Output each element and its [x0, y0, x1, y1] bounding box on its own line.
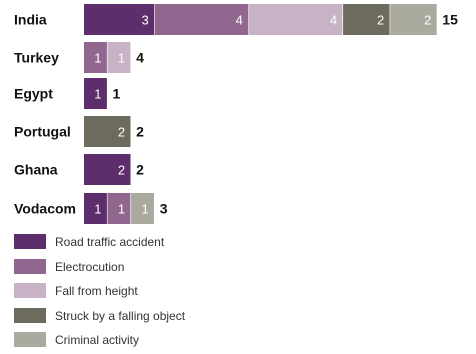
category-label-egypt: Egypt	[14, 86, 53, 102]
legend-swatch-struck-by-a-falling-object	[14, 308, 46, 323]
segment-value-label: 4	[236, 13, 243, 28]
category-label-portugal: Portugal	[14, 124, 71, 140]
bar-segment-portugal-struck-by-a-falling-object	[84, 116, 131, 147]
legend-label-electrocution: Electrocution	[55, 260, 124, 274]
legend: Road traffic accident Electrocution Fall f…	[14, 234, 186, 347]
legend-swatch-criminal-activity	[14, 332, 46, 347]
bar-segment-turkey-fall-from-height	[107, 42, 131, 73]
total-value-label-portugal: 2	[136, 124, 144, 140]
legend-label-road-traffic-accident: Road traffic accident	[55, 235, 165, 249]
category-label-india: India	[14, 12, 47, 28]
segment-value-label: 1	[118, 202, 125, 217]
segment-value-label: 1	[94, 51, 101, 66]
legend-swatch-electrocution	[14, 259, 46, 274]
bar-segment-egypt-road-traffic-accident	[84, 78, 107, 109]
segment-value-label: 2	[118, 125, 125, 140]
total-value-label-turkey: 4	[136, 50, 144, 66]
segment-value-label: 1	[94, 202, 101, 217]
legend-label-criminal-activity: Criminal activity	[55, 333, 139, 347]
bar-segment-ghana-road-traffic-accident	[84, 154, 131, 185]
category-label-vodacom: Vodacom	[14, 201, 76, 217]
bar-segment-india-fall-from-height	[248, 4, 343, 35]
bar-segment-india-criminal-activity	[390, 4, 437, 35]
bar-segment-turkey-electrocution	[84, 42, 107, 73]
bar-segment-vodacom-road-traffic-accident	[84, 193, 107, 224]
legend-swatch-road-traffic-accident	[14, 234, 46, 249]
bar-segment-india-struck-by-a-falling-object	[343, 4, 390, 35]
legend-label-struck-by-a-falling-object: Struck by a falling object	[55, 309, 186, 323]
category-label-ghana: Ghana	[14, 162, 58, 178]
segment-value-label: 1	[94, 87, 101, 102]
bar-segment-india-electrocution	[154, 4, 249, 35]
bar-segment-vodacom-electrocution	[107, 193, 131, 224]
bar-segment-vodacom-criminal-activity	[131, 193, 154, 224]
segment-value-label: 2	[377, 13, 384, 28]
legend-label-fall-from-height: Fall from height	[55, 284, 138, 298]
category-label-turkey: Turkey	[14, 50, 59, 66]
segment-value-label: 2	[118, 163, 125, 178]
segment-value-label: 2	[424, 13, 431, 28]
bar-segment-india-road-traffic-accident	[84, 4, 155, 35]
total-value-label-vodacom: 3	[160, 201, 168, 217]
segment-value-label: 1	[141, 202, 148, 217]
segment-value-label: 4	[330, 13, 337, 28]
legend-swatch-fall-from-height	[14, 283, 46, 298]
total-value-label-india: 15	[442, 12, 458, 28]
total-value-label-egypt: 1	[113, 86, 121, 102]
segment-value-label: 3	[141, 13, 148, 28]
segment-value-label: 1	[118, 51, 125, 66]
total-value-label-ghana: 2	[136, 162, 144, 178]
